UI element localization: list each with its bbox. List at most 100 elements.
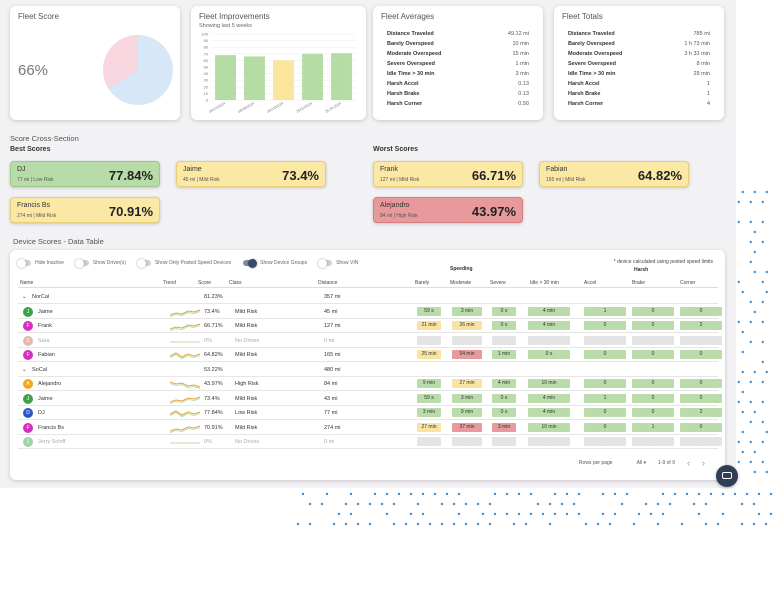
worst-score-tile[interactable]: Fabian 165 mi | Mild Risk 64.82% [539,161,689,187]
worst-score-tile[interactable]: Alejandro 84 mi | High Risk 43.97% [373,197,523,223]
decor-dot [754,471,756,473]
table-row[interactable]: J Jerry Schiff 0% No Drives 0 mi - - - - - - - [18,435,718,449]
decor-dot [698,493,700,495]
device-name[interactable]: DJ [38,410,45,416]
best-score-tile[interactable]: Jaime 45 mi | Mild Risk 73.4% [176,161,326,187]
y-tick-label: 50 [204,65,209,70]
best-score-tile[interactable]: Francis Bs 274 mi | Mild Risk 70.91% [10,197,160,223]
column-header[interactable]: Accel [584,280,596,286]
decor-dot [602,493,604,495]
x-tick-label: 05/07/2024 [208,101,226,113]
table-row[interactable]: F Francis Bs 70.91% Mild Risk 274 mi 27 min 37… [18,421,718,435]
worst-score-tile[interactable]: Frank 127 mi | Mild Risk 66.71% [373,161,523,187]
collapse-chevron-icon[interactable]: ⌄ [22,367,27,373]
toggle-switch[interactable]: Show Driver(s) [76,260,126,266]
device-distance: 0 mi [324,338,334,344]
decor-dot [446,493,448,495]
decor-dot [758,493,760,495]
decor-dot [710,493,712,495]
device-score: 64.82% [204,352,223,358]
device-name[interactable]: Francis Bs [38,425,64,431]
device-name[interactable]: Alejandro [38,381,61,387]
column-header[interactable]: Severe [490,280,506,286]
metric-cell: 9 min [417,379,441,388]
bar[interactable] [244,56,265,100]
device-name[interactable]: Jaime [38,309,53,315]
decor-dot [386,493,388,495]
chat-button[interactable] [716,465,738,487]
table-row[interactable]: F Frank 66.71% Mild Risk 127 mi 21 min 26 min 0… [18,319,718,333]
column-header[interactable]: Moderate [450,280,471,286]
trend-sparkline [170,423,202,433]
column-header[interactable]: Class [229,280,242,286]
table-row[interactable]: S Sara 0% No Drives 0 mi - - - - - - - [18,334,718,348]
device-name[interactable]: Sara [38,338,50,344]
bar[interactable] [331,53,352,100]
decor-dot [381,503,383,505]
device-distance: 43 mi [324,396,337,402]
decor-dot [738,461,740,463]
toggle-switch[interactable]: Hide Inactive [18,260,64,266]
metric-cell: 1 [584,394,626,403]
prev-page-button[interactable]: ‹ [687,458,690,468]
toggle-switch[interactable]: Show Only Posted Speed Devices [138,260,231,266]
decor-dot [410,493,412,495]
table-row[interactable]: J Jaime 73.4% Mild Risk 43 mi 59 s 3 min 0 s 4 m… [18,392,718,406]
column-header[interactable]: Distance [318,280,337,286]
table-row[interactable]: A Alejandro 43.97% High Risk 84 mi 9 min 27 mi… [18,377,718,391]
x-tick-label: 25.06.2024 [324,101,342,113]
fleet-score-card: Fleet Score 66% [10,6,180,120]
column-header[interactable]: Name [20,280,33,286]
stat-label: Harsh Corner [387,101,422,107]
stat-value: 1 [707,91,710,97]
column-header[interactable]: Corner [680,280,695,286]
toggle-switch[interactable]: Show VIN [319,260,358,266]
stat-label: Moderate Overspeed [568,51,622,57]
next-page-button[interactable]: › [702,458,705,468]
decor-dot [754,191,756,193]
table-row[interactable]: F Fabian 64.82% Mild Risk 165 mi 25 min 54 min… [18,348,718,362]
column-header[interactable]: Idle > 30 min [530,280,559,286]
decor-dot [417,523,419,525]
device-name[interactable]: Jerry Schiff [38,439,65,445]
device-score: 77.84% [204,410,223,416]
best-score-tile[interactable]: DJ 77 mi | Low Risk 77.84% [10,161,160,187]
column-header[interactable]: Score [198,280,211,286]
speeding-group-header: Speeding [450,266,473,272]
tile-driver-detail: 274 mi | Mild Risk [17,213,56,219]
decor-dot [693,503,695,505]
stat-label: Idle Time > 30 min [568,71,615,77]
device-name[interactable]: Frank [38,323,52,329]
decor-dot [717,523,719,525]
decor-dot [345,503,347,505]
bar[interactable] [273,60,294,100]
y-tick-label: 0 [206,98,209,103]
decor-dot [554,493,556,495]
toggle-switch[interactable]: Show Device Groups [243,260,307,266]
device-distance: 45 mi [324,309,337,315]
decor-dot [770,493,772,495]
bar[interactable] [215,55,236,100]
column-header[interactable]: Barely [415,280,429,286]
decor-dot [754,271,756,273]
table-row[interactable]: J Jaime 73.4% Mild Risk 45 mi 59 s 3 min 0 s 4 m… [18,305,718,319]
collapse-chevron-icon[interactable]: ⌄ [22,294,27,300]
device-name[interactable]: Jaime [38,396,53,402]
device-name[interactable]: Fabian [38,352,55,358]
table-group-row[interactable]: ⌄ NorCal 81.23% 357 mi [18,290,718,304]
decor-dot [738,401,740,403]
device-score: 70.91% [204,425,223,431]
bar[interactable] [302,54,323,100]
tile-score-percent: 64.82% [638,168,682,183]
metric-cell: 0 [632,350,674,359]
column-header[interactable]: Trend [163,280,176,286]
decor-dot [754,251,756,253]
decor-dot [441,523,443,525]
decor-dot [506,493,508,495]
y-tick-label: 90 [204,38,209,43]
column-header[interactable]: Brake [632,280,645,286]
table-group-row[interactable]: ⌄ SoCal 53.22% 480 mi [18,363,718,377]
rows-per-page-select[interactable]: All ▾ [625,460,646,466]
table-row[interactable]: D DJ 77.84% Low Risk 77 mi 3 min 9 min 0 s 4 min… [18,406,718,420]
decor-dot [750,201,752,203]
